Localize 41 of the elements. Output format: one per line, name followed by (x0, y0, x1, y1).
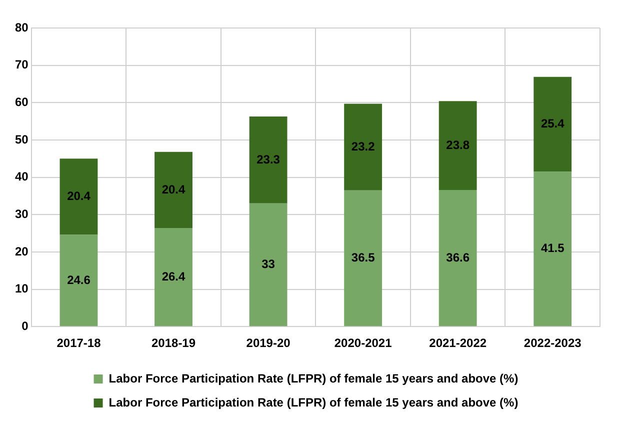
data-label: 25.4 (540, 116, 565, 131)
data-label: 36.5 (351, 250, 376, 265)
bar (344, 104, 382, 190)
bar (344, 190, 382, 326)
data-label: 41.5 (540, 241, 565, 256)
data-label: 23.2 (351, 139, 376, 154)
x-tick-label: 2017-18 (56, 336, 102, 350)
y-tick-label: 80 (14, 20, 29, 34)
bar (249, 116, 288, 204)
bar (249, 203, 288, 326)
x-tick-label: 2018-19 (151, 336, 196, 350)
y-tick-label: 30 (14, 206, 29, 221)
bar (438, 190, 477, 326)
data-label: 36.6 (446, 250, 470, 264)
data-label: 24.6 (67, 272, 91, 287)
y-tick-label: 70 (14, 58, 29, 72)
data-label: 23.8 (446, 138, 470, 152)
y-tick-label: 0 (22, 318, 29, 333)
bar (60, 158, 98, 235)
data-label: 26.4 (162, 269, 186, 284)
x-tick-label: 2019-20 (246, 336, 291, 350)
y-tick-label: 60 (14, 94, 29, 109)
legend-label: Labor Force Participation Rate (LFPR) of female 15 years and above (%) (108, 395, 518, 410)
y-tick-label: 50 (14, 132, 29, 146)
bar (60, 234, 98, 326)
bar (534, 76, 572, 172)
data-label: 20.4 (67, 189, 91, 204)
data-label: 23.3 (256, 152, 280, 166)
y-tick-label: 40 (14, 170, 29, 184)
bar (154, 152, 192, 228)
x-tick-label: 2021-2022 (429, 336, 487, 350)
x-tick-label: 2020-2021 (334, 336, 392, 350)
y-tick-label: 10 (14, 282, 29, 296)
bar (438, 101, 477, 190)
y-tick-label: 20 (14, 244, 29, 258)
legend-label: Labor Force Participation Rate (LFPR) of female 15 years and above (%) (108, 371, 518, 386)
x-tick-label: 2022-2023 (524, 336, 582, 350)
data-label: 33 (262, 257, 276, 272)
bar (534, 172, 572, 326)
data-label: 20.4 (162, 182, 186, 196)
bar (154, 228, 192, 326)
